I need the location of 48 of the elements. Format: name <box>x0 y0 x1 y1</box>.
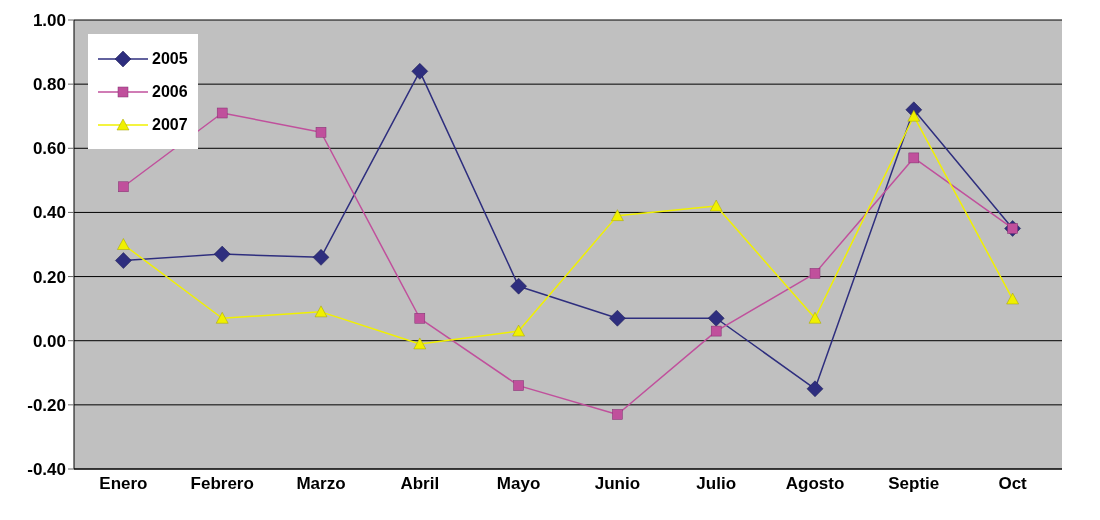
x-tick-label: Febrero <box>190 474 254 494</box>
x-tick-label: Abril <box>400 474 440 494</box>
point <box>115 252 132 269</box>
point <box>612 409 623 420</box>
point <box>213 245 231 263</box>
point <box>1006 292 1019 305</box>
y-tick-label: 0.20 <box>32 267 66 287</box>
point <box>512 324 525 337</box>
point <box>414 313 426 324</box>
y-tick-label: -0.40 <box>27 460 66 480</box>
legend-label: 2007 <box>152 115 188 134</box>
x-tick-label: Septie <box>888 474 940 494</box>
point <box>710 325 722 337</box>
point <box>510 277 527 295</box>
x-tick-label: Enero <box>99 474 148 494</box>
point <box>609 310 626 327</box>
point <box>413 337 427 350</box>
x-tick-label: Agosto <box>785 474 845 494</box>
x-tick-label: Julio <box>696 474 737 494</box>
point <box>806 380 824 398</box>
point <box>908 152 920 164</box>
y-tick-label: -0.20 <box>27 395 66 415</box>
point <box>315 127 327 138</box>
x-tick-label: Mayo <box>496 474 541 494</box>
point <box>808 312 822 324</box>
point <box>411 63 429 80</box>
legend-label: 2005 <box>152 49 188 68</box>
y-tick-label: 1.00 <box>32 11 66 31</box>
legend-label: 2006 <box>152 82 188 101</box>
x-tick-label: Marzo <box>296 474 346 494</box>
y-tick-label: 0.60 <box>32 139 66 159</box>
point <box>314 305 328 318</box>
point <box>907 109 921 122</box>
point <box>707 310 725 327</box>
point <box>611 209 624 221</box>
x-tick-label: Oct <box>998 474 1028 494</box>
y-tick-label: 0.80 <box>32 75 66 95</box>
y-tick-label: 0.40 <box>32 203 66 223</box>
point <box>709 199 723 212</box>
x-tick-label: Junio <box>594 474 641 494</box>
point <box>513 380 524 391</box>
point <box>216 107 228 119</box>
point <box>809 268 821 279</box>
point <box>117 238 130 250</box>
point <box>312 249 330 266</box>
y-tick-label: 0.00 <box>32 331 66 351</box>
point <box>215 312 229 324</box>
point <box>118 181 129 193</box>
